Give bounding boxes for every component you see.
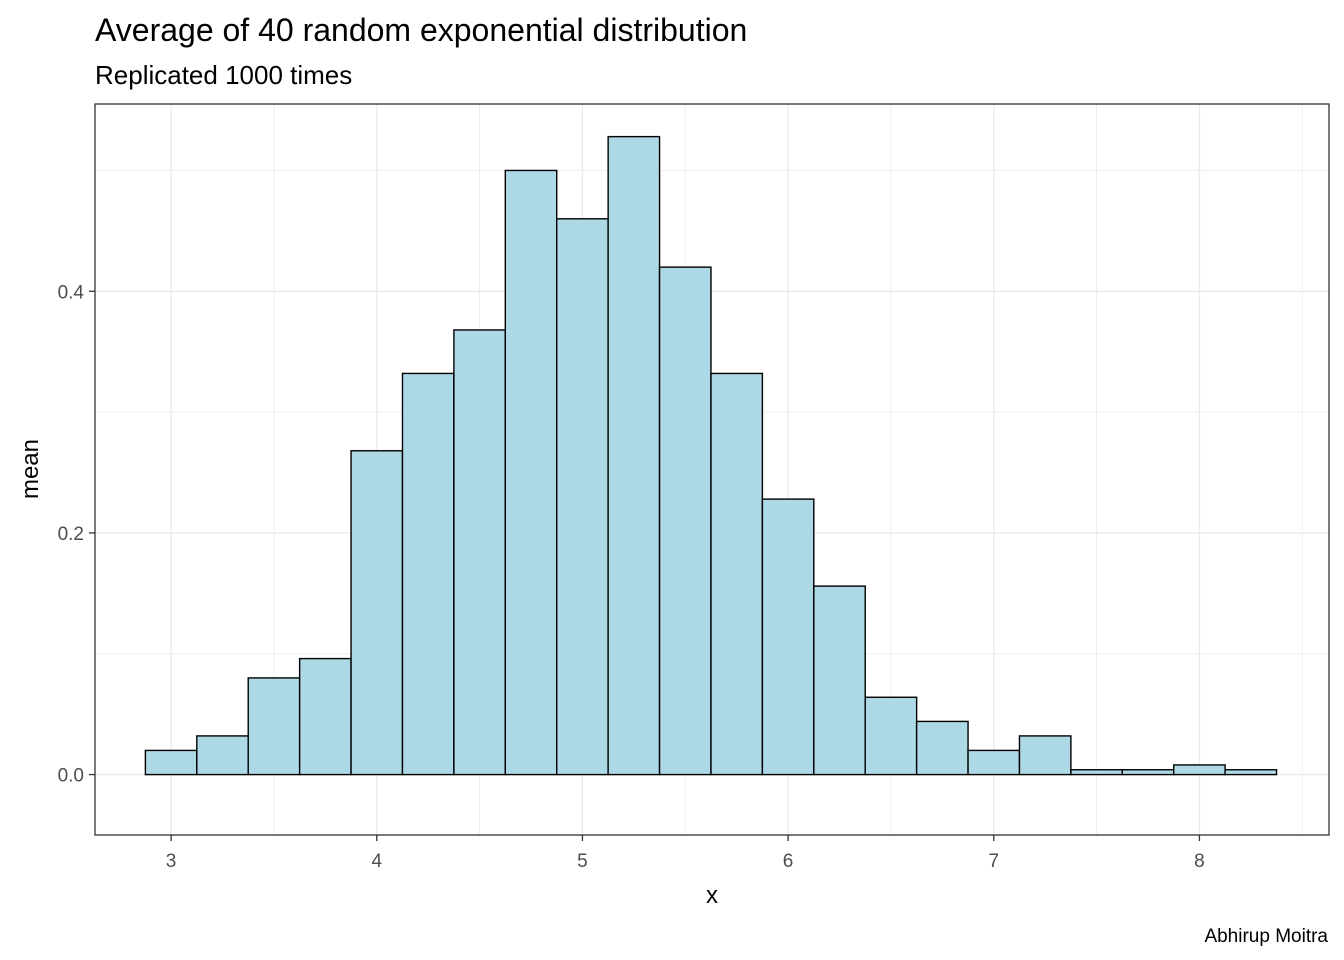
histogram-bar-12 xyxy=(710,372,764,776)
histogram-bar-13 xyxy=(761,498,815,776)
histogram-bar-1 xyxy=(144,749,198,776)
histogram-bar-7 xyxy=(453,329,507,776)
histogram-bar-4 xyxy=(298,657,352,776)
x-tick-label: 4 xyxy=(371,851,382,872)
x-tick-label: 6 xyxy=(783,851,794,872)
histogram-bar-11 xyxy=(658,266,712,776)
x-tick-label: 3 xyxy=(166,851,177,872)
y-tick-label: 0.0 xyxy=(58,766,84,787)
x-tick-label: 5 xyxy=(577,851,588,872)
chart-title: Average of 40 random exponential distrib… xyxy=(95,12,747,48)
histogram-bar-18 xyxy=(1018,735,1072,776)
histogram-bar-9 xyxy=(556,218,609,776)
histogram-bar-6 xyxy=(401,372,455,776)
x-axis: 3 4 5 6 7 8 xyxy=(166,835,1205,872)
y-tick-label: 0.2 xyxy=(58,524,84,545)
histogram-bar-14 xyxy=(813,585,866,776)
plot-panel-border xyxy=(94,103,1330,836)
x-tick-label: 7 xyxy=(988,851,999,872)
histogram-bar-21 xyxy=(1173,764,1226,776)
histogram-bar-17 xyxy=(967,749,1021,776)
histogram-bar-2 xyxy=(196,735,249,776)
y-tick-label: 0.4 xyxy=(58,282,85,303)
histogram-bar-20 xyxy=(1121,769,1175,776)
x-tick-label: 8 xyxy=(1194,851,1205,872)
y-axis-title: mean xyxy=(17,439,44,499)
histogram-bar-15 xyxy=(864,696,918,776)
histogram-bar-16 xyxy=(915,720,969,776)
y-axis: 0.0 0.2 0.4 xyxy=(58,282,95,787)
histogram-bar-22 xyxy=(1224,769,1278,776)
histogram-bar-3 xyxy=(247,677,301,776)
histogram-bars xyxy=(144,135,1278,776)
histogram-bar-19 xyxy=(1070,769,1124,776)
histogram-bar-5 xyxy=(350,450,404,776)
chart-caption: Abhirup Moitra xyxy=(1204,926,1328,947)
histogram-bar-10 xyxy=(607,135,661,776)
x-axis-title: x xyxy=(706,882,718,909)
chart-subtitle: Replicated 1000 times xyxy=(95,60,352,90)
histogram-bar-8 xyxy=(504,169,558,776)
